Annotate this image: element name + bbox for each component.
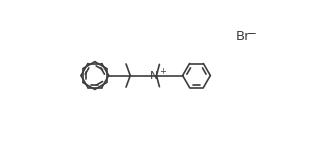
Text: +: + — [159, 67, 166, 76]
Text: Br: Br — [236, 30, 250, 43]
Text: −: − — [247, 27, 256, 40]
Text: N: N — [150, 71, 158, 80]
